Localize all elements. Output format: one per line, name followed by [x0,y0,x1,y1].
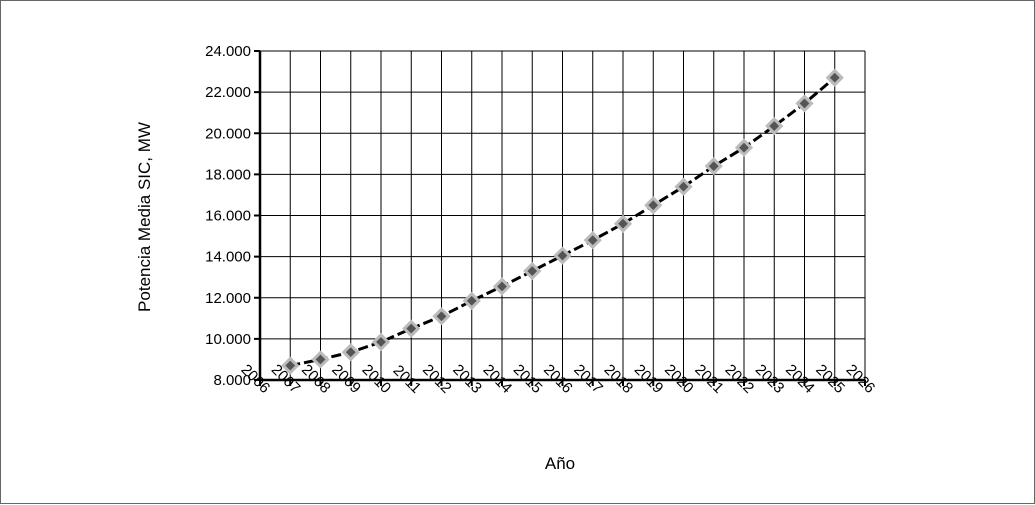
data-point-marker [462,291,481,310]
data-point-marker [795,94,814,113]
y-tick-label: 16.000 [205,208,251,225]
data-point-marker [371,332,391,352]
data-point-marker [765,116,784,136]
y-axis-title: Potencia Media SIC, MW [135,122,154,312]
y-tick-label: 14.000 [205,249,251,266]
data-point-marker [402,319,421,338]
data-point-marker [523,261,542,281]
x-axis-title: Año [545,454,575,473]
data-point-marker [432,307,451,326]
data-point-marker [553,246,572,265]
data-point-marker [825,68,844,87]
data-point-marker [492,277,512,296]
y-tick-label: 12.000 [205,290,251,307]
y-axis-ticks: 8.000 10.000 12.000 14.000 16.000 18.000 20.00… [205,43,260,389]
data-point-marker [341,343,360,362]
data-series [281,68,844,375]
data-point-marker [674,177,693,196]
y-tick-label: 20.000 [205,125,251,142]
data-point-marker [281,356,300,375]
grid-lines [259,50,866,381]
data-point-marker [311,350,330,369]
data-point-marker [704,157,723,176]
y-tick-label: 8.000 [213,372,251,389]
data-point-marker [583,231,602,250]
data-point-marker [613,214,633,233]
y-tick-label: 22.000 [205,84,251,101]
y-tick-label: 18.000 [205,166,251,183]
y-tick-label: 10.000 [205,331,251,348]
data-point-marker [734,138,754,157]
data-point-marker [644,196,663,215]
y-tick-label: 24.000 [205,43,251,60]
